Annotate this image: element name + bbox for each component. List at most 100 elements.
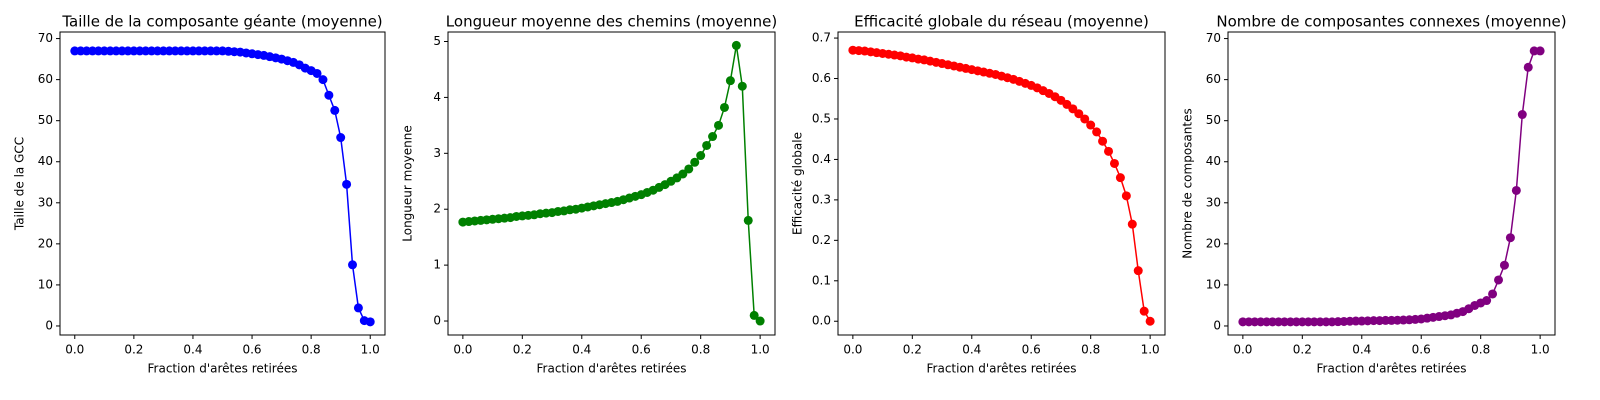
y-tick-label: 0.6 [812, 71, 831, 85]
data-point [1104, 146, 1114, 156]
data-point [678, 169, 688, 179]
x-tick-label: 1.0 [751, 343, 770, 357]
data-point [1092, 127, 1102, 137]
x-tick-label: 1.0 [361, 343, 380, 357]
data-line [74, 50, 371, 323]
data-point [755, 316, 765, 326]
data-point [365, 317, 375, 327]
data-point [1139, 306, 1149, 316]
data-point [1523, 62, 1533, 72]
chart-title: Longueur moyenne des chemins (moyenne) [446, 13, 777, 31]
y-tick-label: 40 [38, 154, 53, 168]
x-axis-label: Fraction d'arêtes retirées [927, 362, 1077, 376]
data-point [1115, 173, 1125, 183]
y-tick-label: 3 [433, 146, 441, 160]
x-tick-label: 0.8 [691, 343, 710, 357]
x-tick-label: 0.6 [242, 343, 261, 357]
x-tick-label: 0.2 [513, 343, 532, 357]
y-axis-label: Longueur moyenne [401, 125, 415, 242]
data-point [330, 105, 340, 115]
data-point [1517, 110, 1527, 120]
data-point [312, 68, 322, 78]
y-tick-label: 50 [1206, 113, 1221, 127]
y-tick-label: 0 [45, 318, 53, 332]
data-point [1080, 114, 1090, 124]
chart-title: Taille de la composante géante (moyenne) [61, 13, 382, 31]
y-tick-label: 70 [1206, 31, 1221, 45]
y-tick-label: 70 [38, 31, 53, 45]
x-tick-label: 0.4 [183, 343, 202, 357]
x-tick-label: 1.0 [1531, 343, 1550, 357]
data-point [342, 179, 352, 189]
axes-frame [1227, 31, 1556, 336]
data-point [714, 120, 724, 130]
x-tick-label: 0.8 [1081, 343, 1100, 357]
data-point [1482, 296, 1492, 306]
x-tick-label: 0.0 [1233, 343, 1252, 357]
x-tick-label: 0.8 [302, 343, 321, 357]
y-tick-label: 60 [38, 72, 53, 86]
x-tick-label: 0.6 [1412, 343, 1431, 357]
axes-frame [447, 31, 776, 336]
y-tick-label: 0 [1213, 318, 1221, 332]
y-tick-label: 0 [433, 314, 441, 328]
x-tick-label: 0.4 [962, 343, 981, 357]
y-tick-label: 0.4 [812, 152, 831, 166]
x-tick-label: 0.0 [65, 343, 84, 357]
data-point [1535, 46, 1545, 56]
y-tick-label: 10 [38, 277, 53, 291]
data-point [708, 132, 718, 142]
data-point [1133, 266, 1143, 276]
y-tick-label: 0.2 [812, 233, 831, 247]
data-point [353, 303, 363, 313]
data-point [336, 133, 346, 143]
x-axis-label: Fraction d'arêtes retirées [1317, 362, 1467, 376]
x-tick-label: 0.2 [1293, 343, 1312, 357]
data-point [1488, 289, 1498, 299]
x-tick-label: 0.4 [1352, 343, 1371, 357]
data-point [1505, 233, 1515, 243]
y-tick-label: 2 [433, 202, 441, 216]
data-point [731, 40, 741, 50]
data-point [1145, 316, 1155, 326]
x-tick-label: 0.6 [632, 343, 651, 357]
x-tick-label: 0.4 [572, 343, 591, 357]
data-line [462, 45, 761, 322]
data-point [684, 164, 694, 174]
y-axis-label: Nombre de composantes [1181, 108, 1195, 258]
data-point [318, 75, 328, 85]
data-point [1127, 219, 1137, 229]
data-point [1494, 275, 1504, 285]
axes-frame [59, 31, 386, 336]
x-tick-label: 0.6 [1022, 343, 1041, 357]
data-line [852, 49, 1151, 322]
y-tick-label: 0.0 [812, 314, 831, 328]
x-axis-label: Fraction d'arêtes retirées [537, 362, 687, 376]
y-tick-label: 30 [38, 195, 53, 209]
y-tick-label: 60 [1206, 72, 1221, 86]
y-tick-label: 0.1 [812, 273, 831, 287]
data-point [348, 260, 357, 270]
data-point [1086, 120, 1096, 130]
y-tick-label: 10 [1206, 277, 1221, 291]
y-tick-label: 0.7 [812, 31, 831, 45]
data-point [1074, 109, 1084, 119]
x-tick-label: 0.0 [453, 343, 472, 357]
y-axis-label: Efficacité globale [791, 132, 805, 235]
data-point [696, 151, 706, 161]
data-point [725, 76, 735, 86]
axes-frame [837, 31, 1166, 336]
y-tick-label: 0.3 [812, 192, 831, 206]
data-point [1109, 158, 1119, 168]
y-tick-label: 1 [433, 258, 441, 272]
y-tick-label: 30 [1206, 195, 1221, 209]
x-tick-label: 0.0 [843, 343, 862, 357]
data-point [1499, 260, 1509, 270]
data-point [737, 81, 747, 91]
y-axis-label: Taille de la GCC [13, 137, 27, 231]
y-tick-label: 4 [433, 90, 441, 104]
x-tick-label: 1.0 [1141, 343, 1160, 357]
y-tick-label: 20 [38, 236, 53, 250]
data-point [1068, 104, 1078, 114]
